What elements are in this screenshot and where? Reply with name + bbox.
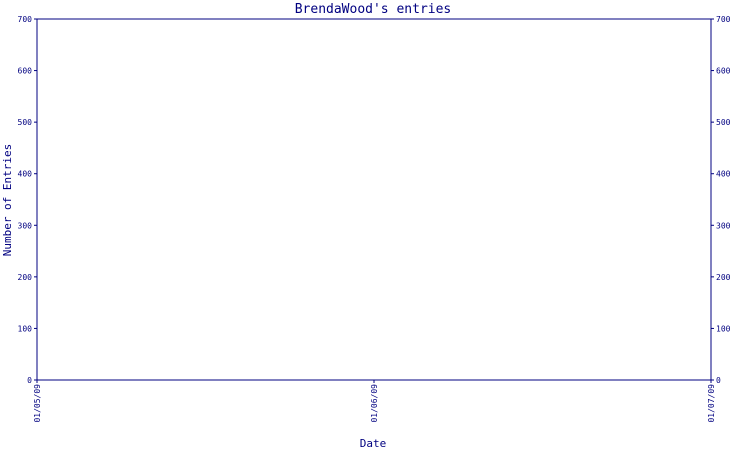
y-tick-label-left: 600 (18, 67, 33, 76)
y-tick-label-left: 400 (18, 170, 33, 179)
y-tick-label-left: 100 (18, 324, 33, 333)
y-tick-label-right: 300 (716, 221, 731, 230)
y-tick-label-right: 700 (716, 15, 731, 24)
y-tick-label-left: 500 (18, 118, 33, 127)
y-tick-label-right: 0 (716, 376, 721, 385)
y-tick-label-right: 500 (716, 118, 731, 127)
plot-frame (36, 18, 712, 381)
y-axis-right: 0 100 200 300 400 500 600 700 (711, 15, 731, 385)
x-axis: 01/05/09 01/06/09 01/07/09 (33, 380, 716, 423)
x-axis-title: Date (360, 437, 387, 450)
y-tick-label-left: 200 (18, 273, 33, 282)
y-tick-label-left: 0 (27, 376, 32, 385)
x-tick-label: 01/05/09 (33, 384, 42, 423)
x-tick-label: 01/06/09 (370, 384, 379, 423)
y-axis-title: Number of Entries (1, 144, 14, 257)
y-tick-label-right: 100 (716, 324, 731, 333)
x-tick-label: 01/07/09 (707, 384, 716, 423)
y-tick-label-right: 400 (716, 170, 731, 179)
y-tick-label-right: 200 (716, 273, 731, 282)
chart-title: BrendaWood's entries (295, 2, 452, 17)
y-tick-label-right: 600 (716, 67, 731, 76)
y-tick-label-left: 300 (18, 221, 33, 230)
y-axis-left: 0 100 200 300 400 500 600 700 (18, 15, 37, 385)
y-tick-label-left: 700 (18, 15, 33, 24)
